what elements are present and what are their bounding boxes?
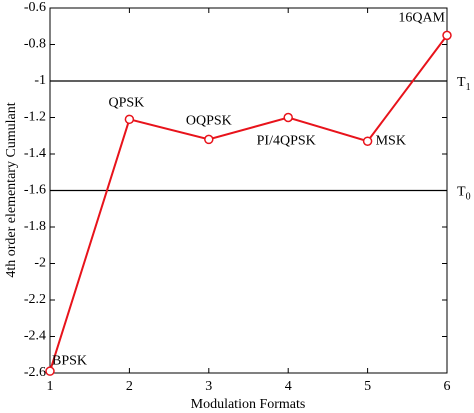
point-marker bbox=[124, 114, 135, 125]
threshold-label: T1 bbox=[457, 75, 471, 93]
x-tick-label: 4 bbox=[285, 379, 292, 394]
y-tick-label: -2.4 bbox=[24, 329, 46, 344]
y-tick-label: -1.6 bbox=[24, 183, 46, 198]
x-tick-label: 2 bbox=[126, 379, 133, 394]
point-label: MSK bbox=[376, 133, 406, 148]
point-label: OQPSK bbox=[186, 114, 232, 129]
x-tick-label: 3 bbox=[205, 379, 212, 394]
y-axis-label: 4th order elementary Cumulant bbox=[4, 102, 19, 277]
threshold-label-text: T bbox=[457, 185, 466, 200]
series-line bbox=[49, 34, 448, 372]
threshold-label-text: T bbox=[457, 75, 466, 90]
point-label: 16QAM bbox=[398, 11, 445, 26]
threshold-label-subscript: 0 bbox=[466, 192, 471, 203]
y-tick-label: -2.2 bbox=[24, 292, 46, 307]
point-marker bbox=[362, 136, 373, 146]
threshold-label: T0 bbox=[457, 185, 471, 203]
y-tick-label: -1 bbox=[34, 73, 46, 88]
y-tick-label: -0.6 bbox=[24, 0, 46, 15]
point-label: QPSK bbox=[109, 96, 145, 111]
point-marker bbox=[283, 112, 293, 123]
y-tick-label: -0.8 bbox=[24, 37, 46, 52]
threshold-label-subscript: 1 bbox=[466, 82, 471, 93]
x-axis-label: Modulation Formats bbox=[191, 397, 306, 412]
y-tick-label: -1.4 bbox=[24, 146, 46, 161]
y-tick-label: -2 bbox=[34, 256, 46, 271]
point-label: PI/4QPSK bbox=[257, 134, 316, 149]
y-tick-label: -1.2 bbox=[24, 110, 46, 125]
x-tick-label: 6 bbox=[444, 379, 451, 394]
y-tick-label: -1.8 bbox=[24, 219, 46, 234]
point-marker bbox=[442, 30, 452, 41]
x-tick-label: 1 bbox=[47, 379, 54, 394]
point-label: BPSK bbox=[52, 353, 87, 368]
point-marker bbox=[45, 366, 55, 376]
x-tick-label: 5 bbox=[364, 379, 371, 394]
point-marker bbox=[204, 134, 214, 145]
y-tick-label: -2.6 bbox=[24, 365, 46, 380]
